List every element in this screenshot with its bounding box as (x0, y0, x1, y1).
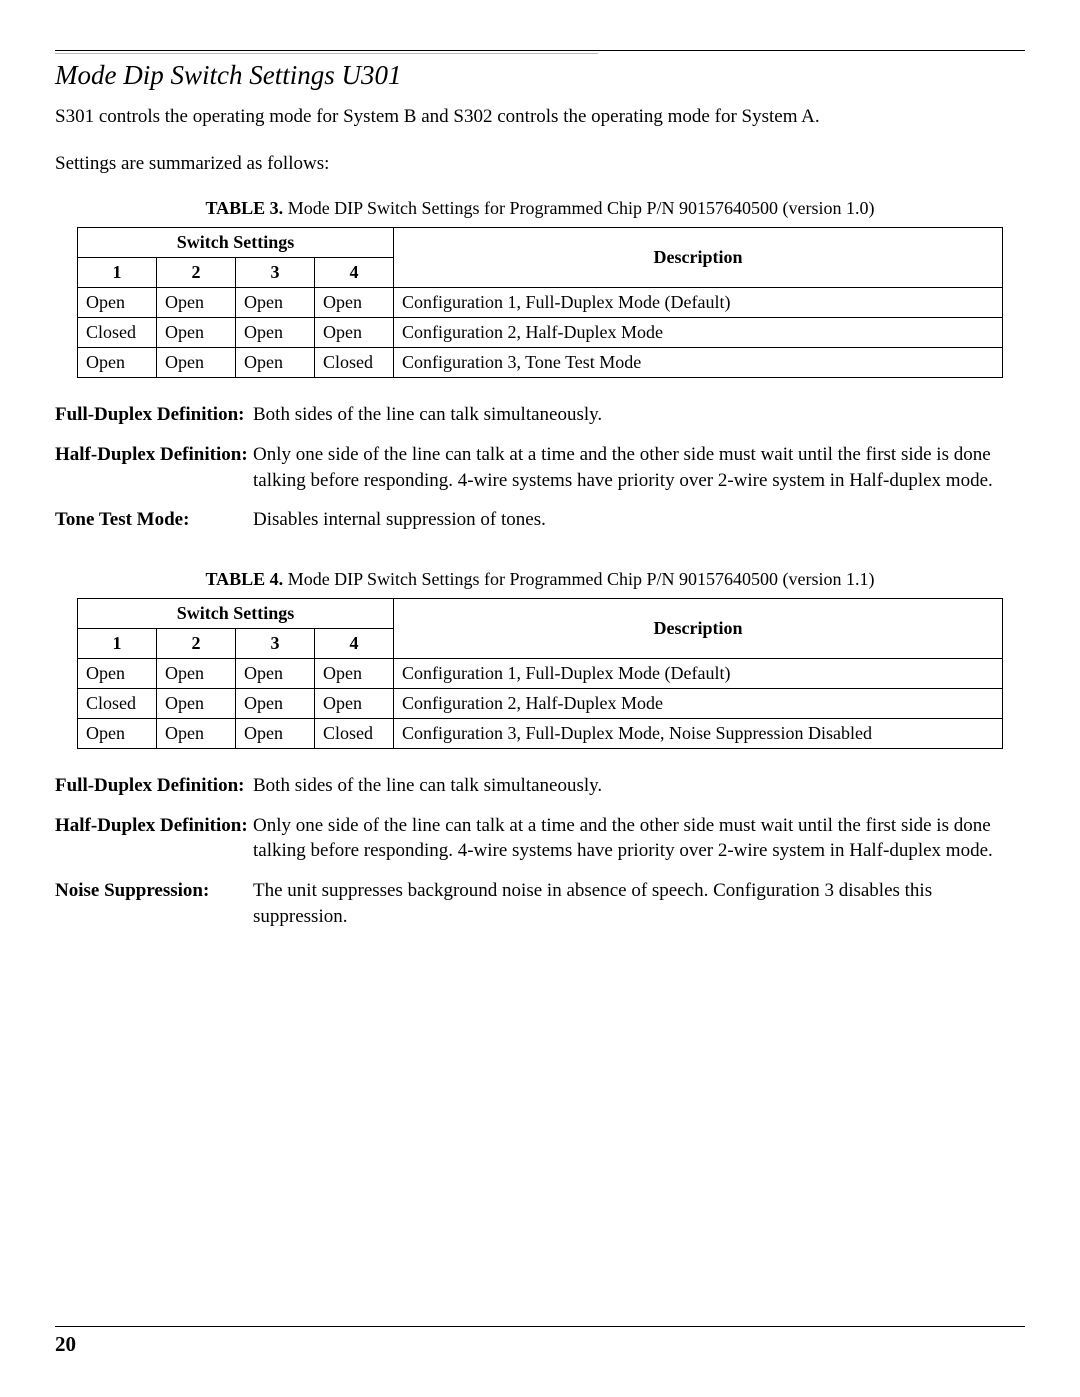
table4-r0-sw1: Open (78, 658, 157, 688)
table-row: Open Open Open Closed Configuration 3, T… (78, 348, 1003, 378)
table3-r0-sw4: Open (315, 288, 394, 318)
intro-text-2: Settings are summarized as follows: (55, 152, 1025, 177)
intro-text-1: S301 controls the operating mode for Sys… (55, 105, 1025, 130)
table3-r2-desc: Configuration 3, Tone Test Mode (394, 348, 1003, 378)
table3-r0-sw1: Open (78, 288, 157, 318)
table3-r1-desc: Configuration 2, Half-Duplex Mode (394, 318, 1003, 348)
table-row: Open Open Open Closed Configuration 3, F… (78, 718, 1003, 748)
table4-r1-sw3: Open (236, 688, 315, 718)
table4-col-2: 2 (157, 628, 236, 658)
table4-col-4: 4 (315, 628, 394, 658)
table3-r1-sw3: Open (236, 318, 315, 348)
table4-r2-sw4: Closed (315, 718, 394, 748)
def-text: Only one side of the line can talk at a … (253, 442, 1025, 493)
def-text: Both sides of the line can talk simultan… (253, 402, 1025, 428)
table3-col-4: 4 (315, 258, 394, 288)
section-title: Mode Dip Switch Settings U301 (55, 60, 1025, 91)
def-text: The unit suppresses background noise in … (253, 878, 1025, 929)
table3-r0-sw3: Open (236, 288, 315, 318)
table3: Switch Settings Description 1 2 3 4 Open… (77, 227, 1003, 378)
page: Mode Dip Switch Settings U301 S301 contr… (0, 0, 1080, 1397)
table4-r2-sw1: Open (78, 718, 157, 748)
table3-r2-sw4: Closed (315, 348, 394, 378)
table3-col-3: 3 (236, 258, 315, 288)
table4-col-3: 3 (236, 628, 315, 658)
table4-r1-sw4: Open (315, 688, 394, 718)
table4-r2-sw2: Open (157, 718, 236, 748)
definitions-block-2: Full-Duplex Definition: Both sides of th… (55, 773, 1025, 929)
def-label: Noise Suppression: (55, 878, 253, 929)
def-label: Half-Duplex Definition: (55, 813, 253, 864)
bottom-rule (55, 1326, 1025, 1327)
table-row: Closed Open Open Open Configuration 2, H… (78, 318, 1003, 348)
table-row: Open Open Open Open Configuration 1, Ful… (78, 288, 1003, 318)
def-label: Full-Duplex Definition: (55, 773, 253, 799)
table4-col-1: 1 (78, 628, 157, 658)
table3-r1-sw1: Closed (78, 318, 157, 348)
table3-r2-sw3: Open (236, 348, 315, 378)
def-row: Half-Duplex Definition: Only one side of… (55, 813, 1025, 864)
table3-r2-sw1: Open (78, 348, 157, 378)
table3-header-switch: Switch Settings (78, 228, 394, 258)
half-rule (55, 53, 598, 54)
def-label: Half-Duplex Definition: (55, 442, 253, 493)
table4-r1-sw1: Closed (78, 688, 157, 718)
table3-r0-sw2: Open (157, 288, 236, 318)
table4-r2-desc: Configuration 3, Full-Duplex Mode, Noise… (394, 718, 1003, 748)
table3-col-2: 2 (157, 258, 236, 288)
table3-wrap: Switch Settings Description 1 2 3 4 Open… (77, 227, 1003, 378)
def-row: Noise Suppression: The unit suppresses b… (55, 878, 1025, 929)
def-label: Tone Test Mode: (55, 507, 253, 533)
top-rule (55, 50, 1025, 51)
table3-r1-sw4: Open (315, 318, 394, 348)
table4-wrap: Switch Settings Description 1 2 3 4 Open… (77, 598, 1003, 749)
def-row: Half-Duplex Definition: Only one side of… (55, 442, 1025, 493)
table4-header-desc: Description (394, 598, 1003, 658)
table4-r0-sw2: Open (157, 658, 236, 688)
table4-header-switch: Switch Settings (78, 598, 394, 628)
definitions-block-1: Full-Duplex Definition: Both sides of th… (55, 402, 1025, 533)
def-text: Both sides of the line can talk simultan… (253, 773, 1025, 799)
table4-r1-desc: Configuration 2, Half-Duplex Mode (394, 688, 1003, 718)
table4-r1-sw2: Open (157, 688, 236, 718)
table3-r0-desc: Configuration 1, Full-Duplex Mode (Defau… (394, 288, 1003, 318)
def-row: Full-Duplex Definition: Both sides of th… (55, 402, 1025, 428)
def-text: Disables internal suppression of tones. (253, 507, 1025, 533)
def-row: Full-Duplex Definition: Both sides of th… (55, 773, 1025, 799)
table3-caption: TABLE 3. Mode DIP Switch Settings for Pr… (55, 198, 1025, 219)
table3-caption-text: Mode DIP Switch Settings for Programmed … (288, 198, 875, 218)
table3-col-1: 1 (78, 258, 157, 288)
table3-header-desc: Description (394, 228, 1003, 288)
def-row: Tone Test Mode: Disables internal suppre… (55, 507, 1025, 533)
table-row: Open Open Open Open Configuration 1, Ful… (78, 658, 1003, 688)
table4-caption-label: TABLE 4. (206, 569, 284, 589)
table3-r1-sw2: Open (157, 318, 236, 348)
table4-r2-sw3: Open (236, 718, 315, 748)
table3-caption-label: TABLE 3. (206, 198, 284, 218)
table4-r0-sw4: Open (315, 658, 394, 688)
page-number: 20 (55, 1332, 76, 1357)
table-row: Closed Open Open Open Configuration 2, H… (78, 688, 1003, 718)
table4-caption: TABLE 4. Mode DIP Switch Settings for Pr… (55, 569, 1025, 590)
table4: Switch Settings Description 1 2 3 4 Open… (77, 598, 1003, 749)
def-label: Full-Duplex Definition: (55, 402, 253, 428)
table4-caption-text: Mode DIP Switch Settings for Programmed … (288, 569, 875, 589)
table4-r0-sw3: Open (236, 658, 315, 688)
table3-r2-sw2: Open (157, 348, 236, 378)
def-text: Only one side of the line can talk at a … (253, 813, 1025, 864)
table4-r0-desc: Configuration 1, Full-Duplex Mode (Defau… (394, 658, 1003, 688)
